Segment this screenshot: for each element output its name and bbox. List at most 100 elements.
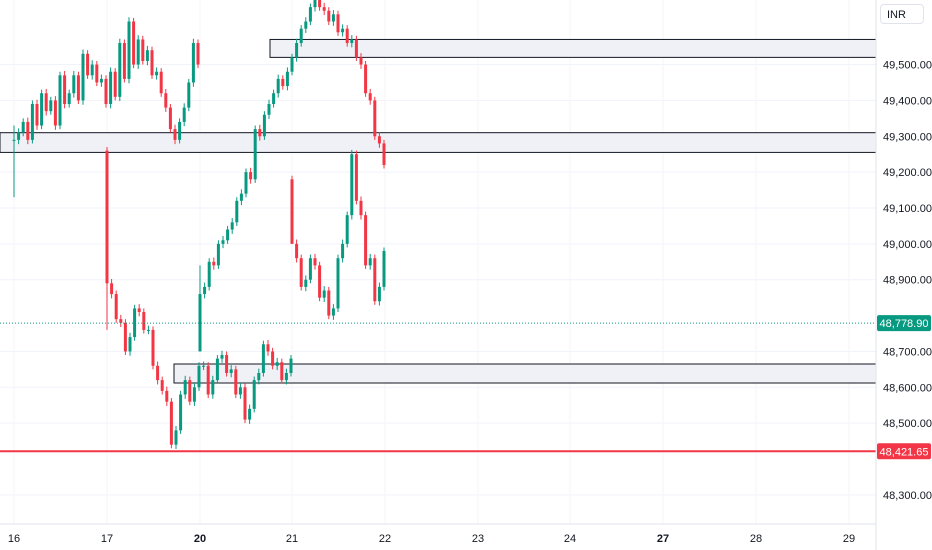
candle-body xyxy=(187,82,191,108)
candle-body xyxy=(289,358,293,373)
candle-body xyxy=(271,351,275,366)
price-markers: 48,778.90 48,421.65 xyxy=(0,315,931,460)
candle-body xyxy=(235,200,239,223)
candle-body xyxy=(165,390,169,402)
candle-body xyxy=(331,14,335,22)
candle-body xyxy=(72,75,76,94)
y-tick-label: 49,200.00 xyxy=(883,167,932,179)
candle-body xyxy=(26,121,30,140)
candle-body xyxy=(137,308,141,312)
candle-body xyxy=(105,150,109,284)
candle-body xyxy=(364,64,368,94)
candle-body xyxy=(272,93,276,104)
candle-body xyxy=(336,258,340,309)
candle-body xyxy=(299,258,303,287)
y-tick-label: 48,700.00 xyxy=(883,346,932,358)
candle-body xyxy=(290,57,294,72)
candle-body xyxy=(295,43,299,58)
candle-body xyxy=(327,290,331,316)
zones xyxy=(0,38,877,384)
candle-body xyxy=(280,362,284,381)
candle-body xyxy=(86,53,90,76)
x-axis: 16 17 20 21 22 23 24 27 28 29 xyxy=(0,523,876,545)
grid-lines xyxy=(0,0,876,524)
x-tick-label: 23 xyxy=(472,533,484,545)
candle-body xyxy=(173,129,177,140)
candle-body xyxy=(90,64,94,76)
candle-body xyxy=(350,154,354,216)
candle-body xyxy=(327,10,331,22)
candle-body xyxy=(368,93,372,101)
candle-body xyxy=(336,14,340,33)
candle-body xyxy=(262,114,266,137)
candle-body xyxy=(182,107,186,122)
candle-body xyxy=(225,355,229,373)
candle-body xyxy=(382,251,386,287)
candle-body xyxy=(243,387,247,420)
candle-body xyxy=(266,344,270,352)
candle-body xyxy=(304,279,308,287)
price-label: 48,421.65 xyxy=(880,446,929,458)
candle-body xyxy=(123,322,127,352)
y-axis: 49,500.00 49,400.00 49,300.00 49,200.00 49,1… xyxy=(875,0,932,550)
candle-body xyxy=(150,50,154,76)
candle-body xyxy=(359,200,363,216)
candle-body xyxy=(114,294,118,320)
candle-body xyxy=(196,43,200,65)
candle-body xyxy=(350,39,354,44)
candle-body xyxy=(119,319,123,323)
candle-body xyxy=(244,172,248,194)
candle-body xyxy=(49,100,53,112)
candle-body xyxy=(341,243,345,259)
candle-body xyxy=(249,172,253,180)
x-tick-label: 24 xyxy=(564,533,576,545)
candle-body xyxy=(341,28,345,33)
candle-body xyxy=(313,0,317,8)
candle-body xyxy=(354,154,358,201)
candle-body xyxy=(109,71,113,104)
candle-body xyxy=(322,290,326,298)
candle-body xyxy=(159,71,163,94)
candle-body xyxy=(178,121,182,140)
candle-body xyxy=(192,387,196,402)
candle-body xyxy=(281,78,285,87)
candle-body xyxy=(318,265,322,298)
x-tick-label: 20 xyxy=(194,533,206,545)
x-tick-label: 29 xyxy=(843,533,855,545)
candle-body xyxy=(188,380,192,402)
currency-selector[interactable]: INR xyxy=(880,4,924,24)
candle-body xyxy=(202,365,206,367)
candle-body xyxy=(174,430,178,445)
y-tick-label: 49,300.00 xyxy=(883,131,932,143)
candle-body xyxy=(359,57,363,65)
candle-body xyxy=(35,104,39,126)
y-tick-label: 49,100.00 xyxy=(883,203,932,215)
candle-body xyxy=(191,43,195,83)
candle-body xyxy=(53,100,57,126)
y-tick-label: 48,300.00 xyxy=(883,490,932,502)
y-tick-label: 48,500.00 xyxy=(883,418,932,430)
candle-body xyxy=(252,380,256,409)
y-tick-label: 49,400.00 xyxy=(883,95,932,107)
candle-body xyxy=(141,39,145,61)
candle-body xyxy=(331,308,335,316)
candle-body xyxy=(113,71,117,97)
candle-body xyxy=(128,337,132,352)
candle-body xyxy=(304,21,308,29)
candle-body xyxy=(44,93,48,112)
candle-body xyxy=(226,229,230,241)
candle-body xyxy=(30,104,34,140)
candle-body xyxy=(364,215,368,266)
candle-body xyxy=(275,362,279,366)
candle-body xyxy=(354,39,358,58)
x-tick-label: 28 xyxy=(750,533,762,545)
candle-body xyxy=(382,143,386,165)
candle-body xyxy=(95,64,99,83)
candle-body xyxy=(220,355,224,359)
candle-body xyxy=(99,78,103,83)
candle-body xyxy=(206,365,210,395)
candle-body xyxy=(239,193,243,201)
candle-body xyxy=(203,286,207,295)
candle-body xyxy=(179,394,183,431)
